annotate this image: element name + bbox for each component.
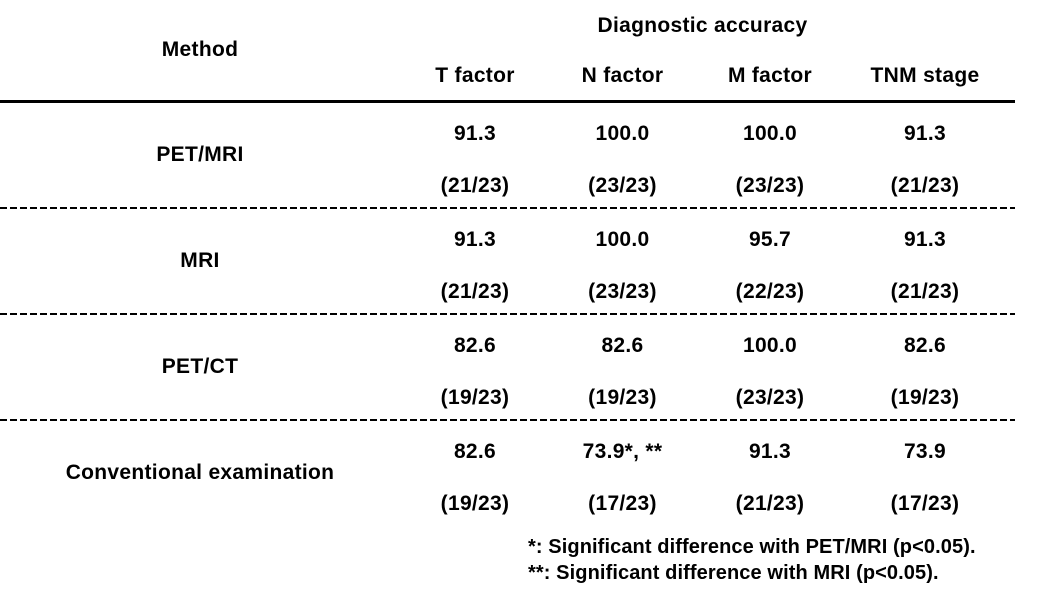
table-row-mri: MRI 91.3 (21/23) 100.0 (23/23) 95.7 (22/… — [0, 209, 1005, 313]
fraction-value: (21/23) — [440, 174, 510, 197]
accuracy-value: 91.3 — [903, 228, 947, 251]
cell-m-factor: 95.7 (22/23) — [695, 209, 845, 313]
cell-n-factor: 100.0 (23/23) — [550, 103, 695, 207]
accuracy-value: 91.3 — [453, 122, 497, 145]
fraction-value: (23/23) — [588, 174, 657, 197]
table-row-conventional-examination: Conventional examination 82.6 (19/23) 73… — [0, 421, 1005, 525]
cell-n-factor: 82.6 (19/23) — [550, 315, 695, 419]
row-separator — [0, 419, 1015, 421]
row-separator — [0, 207, 1015, 209]
cell-t-factor: 82.6 (19/23) — [400, 421, 550, 525]
cell-m-factor: 100.0 (23/23) — [695, 103, 845, 207]
method-label: PET/MRI — [156, 143, 244, 166]
fraction-value: (19/23) — [890, 386, 960, 409]
fraction-value: (19/23) — [440, 386, 510, 409]
column-header-tnm-stage: TNM stage — [870, 64, 980, 87]
method-label: PET/CT — [161, 355, 239, 378]
cell-n-factor: 73.9*, ** (17/23) — [550, 421, 695, 525]
accuracy-value: 73.9 — [903, 440, 947, 463]
cell-t-factor: 91.3 (21/23) — [400, 103, 550, 207]
method-label: Conventional examination — [65, 461, 335, 484]
footnote-mri: **: Significant difference with MRI (p<0… — [528, 562, 939, 584]
cell-m-factor: 100.0 (23/23) — [695, 315, 845, 419]
column-header-m-factor: M factor — [727, 64, 813, 87]
row-separator — [0, 313, 1015, 315]
cell-tnm-stage: 73.9 (17/23) — [845, 421, 1005, 525]
column-header-t-factor: T factor — [435, 64, 515, 87]
accuracy-value: 100.0 — [595, 228, 650, 251]
column-header-n-factor: N factor — [581, 64, 664, 87]
header-rule — [0, 100, 1015, 103]
fraction-value: (17/23) — [588, 492, 657, 515]
fraction-value: (22/23) — [735, 280, 805, 303]
footnotes: *: Significant difference with PET/MRI (… — [528, 534, 976, 586]
diagnostic-accuracy-group-header: Diagnostic accuracy — [597, 14, 808, 37]
accuracy-value: 95.7 — [748, 228, 792, 251]
fraction-value: (23/23) — [588, 280, 657, 303]
accuracy-value: 100.0 — [595, 122, 650, 145]
accuracy-value: 82.6 — [453, 440, 497, 463]
method-label: MRI — [180, 249, 220, 272]
accuracy-value: 91.3 — [453, 228, 497, 251]
fraction-value: (21/23) — [890, 174, 960, 197]
cell-n-factor: 100.0 (23/23) — [550, 209, 695, 313]
cell-t-factor: 82.6 (19/23) — [400, 315, 550, 419]
fraction-value: (19/23) — [440, 492, 510, 515]
accuracy-value: 73.9*, ** — [582, 440, 663, 463]
table-row-pet-ct: PET/CT 82.6 (19/23) 82.6 (19/23) 100.0 (… — [0, 315, 1005, 419]
method-column-header: Method — [161, 38, 239, 61]
fraction-value: (21/23) — [890, 280, 960, 303]
fraction-value: (21/23) — [440, 280, 510, 303]
fraction-value: (19/23) — [588, 386, 657, 409]
table-header: Method Diagnostic accuracy T factor N fa… — [0, 0, 1005, 100]
accuracy-value: 82.6 — [453, 334, 497, 357]
table-row-pet-mri: PET/MRI 91.3 (21/23) 100.0 (23/23) 100.0… — [0, 103, 1005, 207]
cell-tnm-stage: 91.3 (21/23) — [845, 209, 1005, 313]
fraction-value: (17/23) — [890, 492, 960, 515]
cell-tnm-stage: 82.6 (19/23) — [845, 315, 1005, 419]
accuracy-value: 100.0 — [742, 122, 798, 145]
fraction-value: (23/23) — [735, 386, 805, 409]
cell-t-factor: 91.3 (21/23) — [400, 209, 550, 313]
table-body: PET/MRI 91.3 (21/23) 100.0 (23/23) 100.0… — [0, 103, 1015, 525]
cell-tnm-stage: 91.3 (21/23) — [845, 103, 1005, 207]
accuracy-value: 91.3 — [748, 440, 792, 463]
accuracy-value: 100.0 — [742, 334, 798, 357]
footnote-pet-mri: *: Significant difference with PET/MRI (… — [528, 536, 976, 558]
accuracy-value: 82.6 — [601, 334, 644, 357]
cell-m-factor: 91.3 (21/23) — [695, 421, 845, 525]
accuracy-value: 82.6 — [903, 334, 947, 357]
fraction-value: (23/23) — [735, 174, 805, 197]
accuracy-value: 91.3 — [903, 122, 947, 145]
fraction-value: (21/23) — [735, 492, 805, 515]
